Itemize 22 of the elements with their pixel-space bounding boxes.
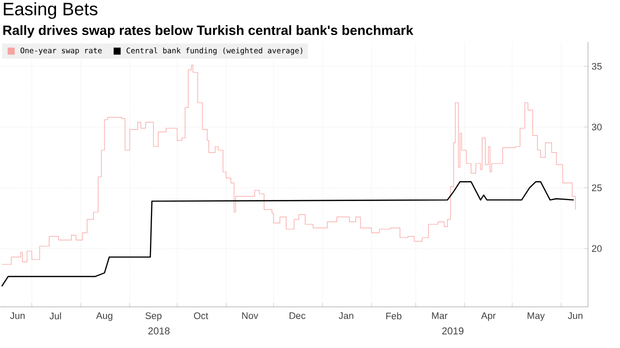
text: 2018 <box>148 327 170 334</box>
x-tick-label: Feb <box>386 312 402 320</box>
y-tick-label: 20 <box>592 245 602 252</box>
x-tick-label: Oct <box>194 312 208 320</box>
chart-subtitle: Rally drives swap rates below Turkish central bank's benchmark <box>3 25 414 38</box>
y-tick-label: 30 <box>592 124 602 130</box>
x-tick-label: Nov <box>242 312 258 320</box>
x-tick-label: Jun <box>568 312 582 320</box>
y-tick-label: 25 <box>592 184 602 192</box>
y-tick-label: 35 <box>592 63 602 70</box>
line-series <box>1 181 574 287</box>
x-tick-label: Jun <box>10 312 25 320</box>
text: 2019 <box>442 327 464 334</box>
chart-title: Easing Bets <box>4 2 98 19</box>
x-tick-label: Jan <box>338 312 354 320</box>
x-tick-label: Apr <box>481 312 496 321</box>
x-tick-label: Dec <box>290 312 306 320</box>
x-tick-label: Aug <box>96 312 112 321</box>
x-tick-label: May <box>528 312 545 321</box>
x-tick-label: Jul <box>50 312 61 320</box>
x-tick-label: Mar <box>432 312 448 320</box>
x-tick-label: Sep <box>146 312 162 322</box>
